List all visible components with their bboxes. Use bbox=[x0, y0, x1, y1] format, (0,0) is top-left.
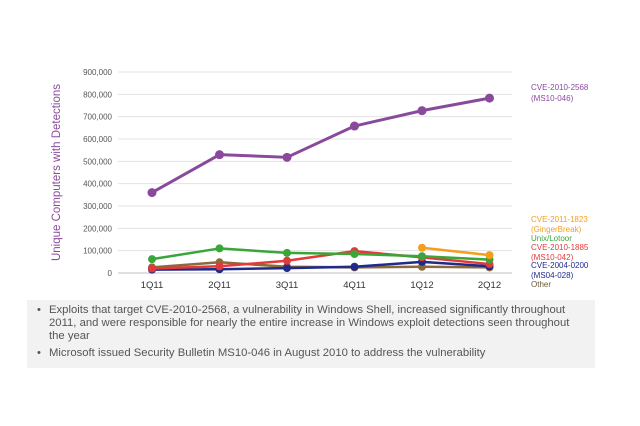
series-label-3-line-0: CVE-2010-1885 bbox=[531, 243, 589, 252]
series-1-point-1 bbox=[485, 251, 494, 260]
y-tick-label-8: 800,000 bbox=[83, 90, 112, 99]
series-2-point-1 bbox=[215, 244, 224, 253]
series-label-0-line-0: CVE-2010-2568 bbox=[531, 83, 589, 92]
y-tick-label-0: 0 bbox=[108, 269, 113, 278]
y-axis-label: Unique Computers with Detections bbox=[51, 84, 63, 261]
series-line-1 bbox=[421, 246, 490, 257]
series-2-point-4 bbox=[418, 252, 426, 261]
series-0-point-3 bbox=[350, 121, 359, 131]
series-line-4 bbox=[151, 260, 490, 271]
series-label-3-line-1: (MS10-042) bbox=[531, 253, 574, 262]
notes-list: Exploits that target CVE-2010-2568, a vu… bbox=[35, 304, 587, 360]
notes-panel: Exploits that target CVE-2010-2568, a vu… bbox=[27, 300, 595, 368]
series-0-point-4 bbox=[417, 106, 427, 116]
series-label-2-line-0: Unix/Lotoor bbox=[531, 234, 572, 243]
x-tick-label-0: 1Q11 bbox=[141, 280, 164, 291]
series-label-5-line-0: Other bbox=[531, 280, 551, 289]
series-3-point-2 bbox=[283, 256, 291, 265]
series-label-1-line-0: CVE-2011-1823 bbox=[531, 215, 588, 224]
series-1-point-0 bbox=[418, 243, 426, 252]
note-ms10-046-bulletin: Microsoft issued Security Bulletin MS10-… bbox=[37, 347, 587, 360]
series-0-point-2 bbox=[282, 152, 292, 162]
x-tick-label-5: 2Q12 bbox=[478, 280, 501, 291]
y-tick-label-5: 500,000 bbox=[83, 157, 112, 166]
x-tick-label-3: 4Q11 bbox=[343, 280, 366, 291]
y-tick-label-1: 100,000 bbox=[83, 247, 112, 256]
series-0-point-0 bbox=[147, 188, 157, 198]
x-tick-label-2: 3Q11 bbox=[276, 280, 299, 291]
y-tick-label-2: 200,000 bbox=[83, 224, 112, 233]
series-line-0 bbox=[151, 96, 490, 194]
series-line-2 bbox=[151, 247, 490, 261]
series-0-point-5 bbox=[485, 93, 494, 103]
series-0-point-1 bbox=[215, 150, 224, 160]
series-label-4-line-0: CVE-2004-0200 bbox=[531, 261, 589, 270]
note-cve-2010-2568: Exploits that target CVE-2010-2568, a vu… bbox=[37, 304, 587, 343]
series-line-3 bbox=[151, 249, 490, 270]
y-tick-label-6: 600,000 bbox=[83, 135, 112, 144]
y-tick-label-3: 300,000 bbox=[83, 202, 112, 211]
y-tick-label-7: 700,000 bbox=[83, 113, 112, 122]
y-tick-label-4: 400,000 bbox=[83, 180, 112, 189]
series-3-point-1 bbox=[215, 262, 224, 271]
series-3-point-0 bbox=[148, 264, 156, 273]
exploit-detections-line-chart: 0 100,000 200,000 300,000 400,000 500,000 600,… bbox=[51, 68, 589, 291]
x-tick-label-1: 2Q11 bbox=[208, 280, 231, 291]
x-tick-label-4: 1Q12 bbox=[410, 280, 433, 291]
series-2-point-0 bbox=[148, 255, 156, 264]
series-2-point-2 bbox=[283, 248, 291, 257]
y-tick-label-9: 900,000 bbox=[83, 68, 112, 77]
series-label-4-line-1: (MS04-028) bbox=[531, 271, 574, 280]
series-4-point-3 bbox=[350, 262, 359, 271]
series-label-1-line-1: (GingerBreak) bbox=[531, 225, 582, 234]
series-4-point-2 bbox=[283, 264, 291, 273]
series-label-0-line-1: (MS10-046) bbox=[531, 94, 574, 103]
series-2-point-3 bbox=[350, 250, 359, 259]
